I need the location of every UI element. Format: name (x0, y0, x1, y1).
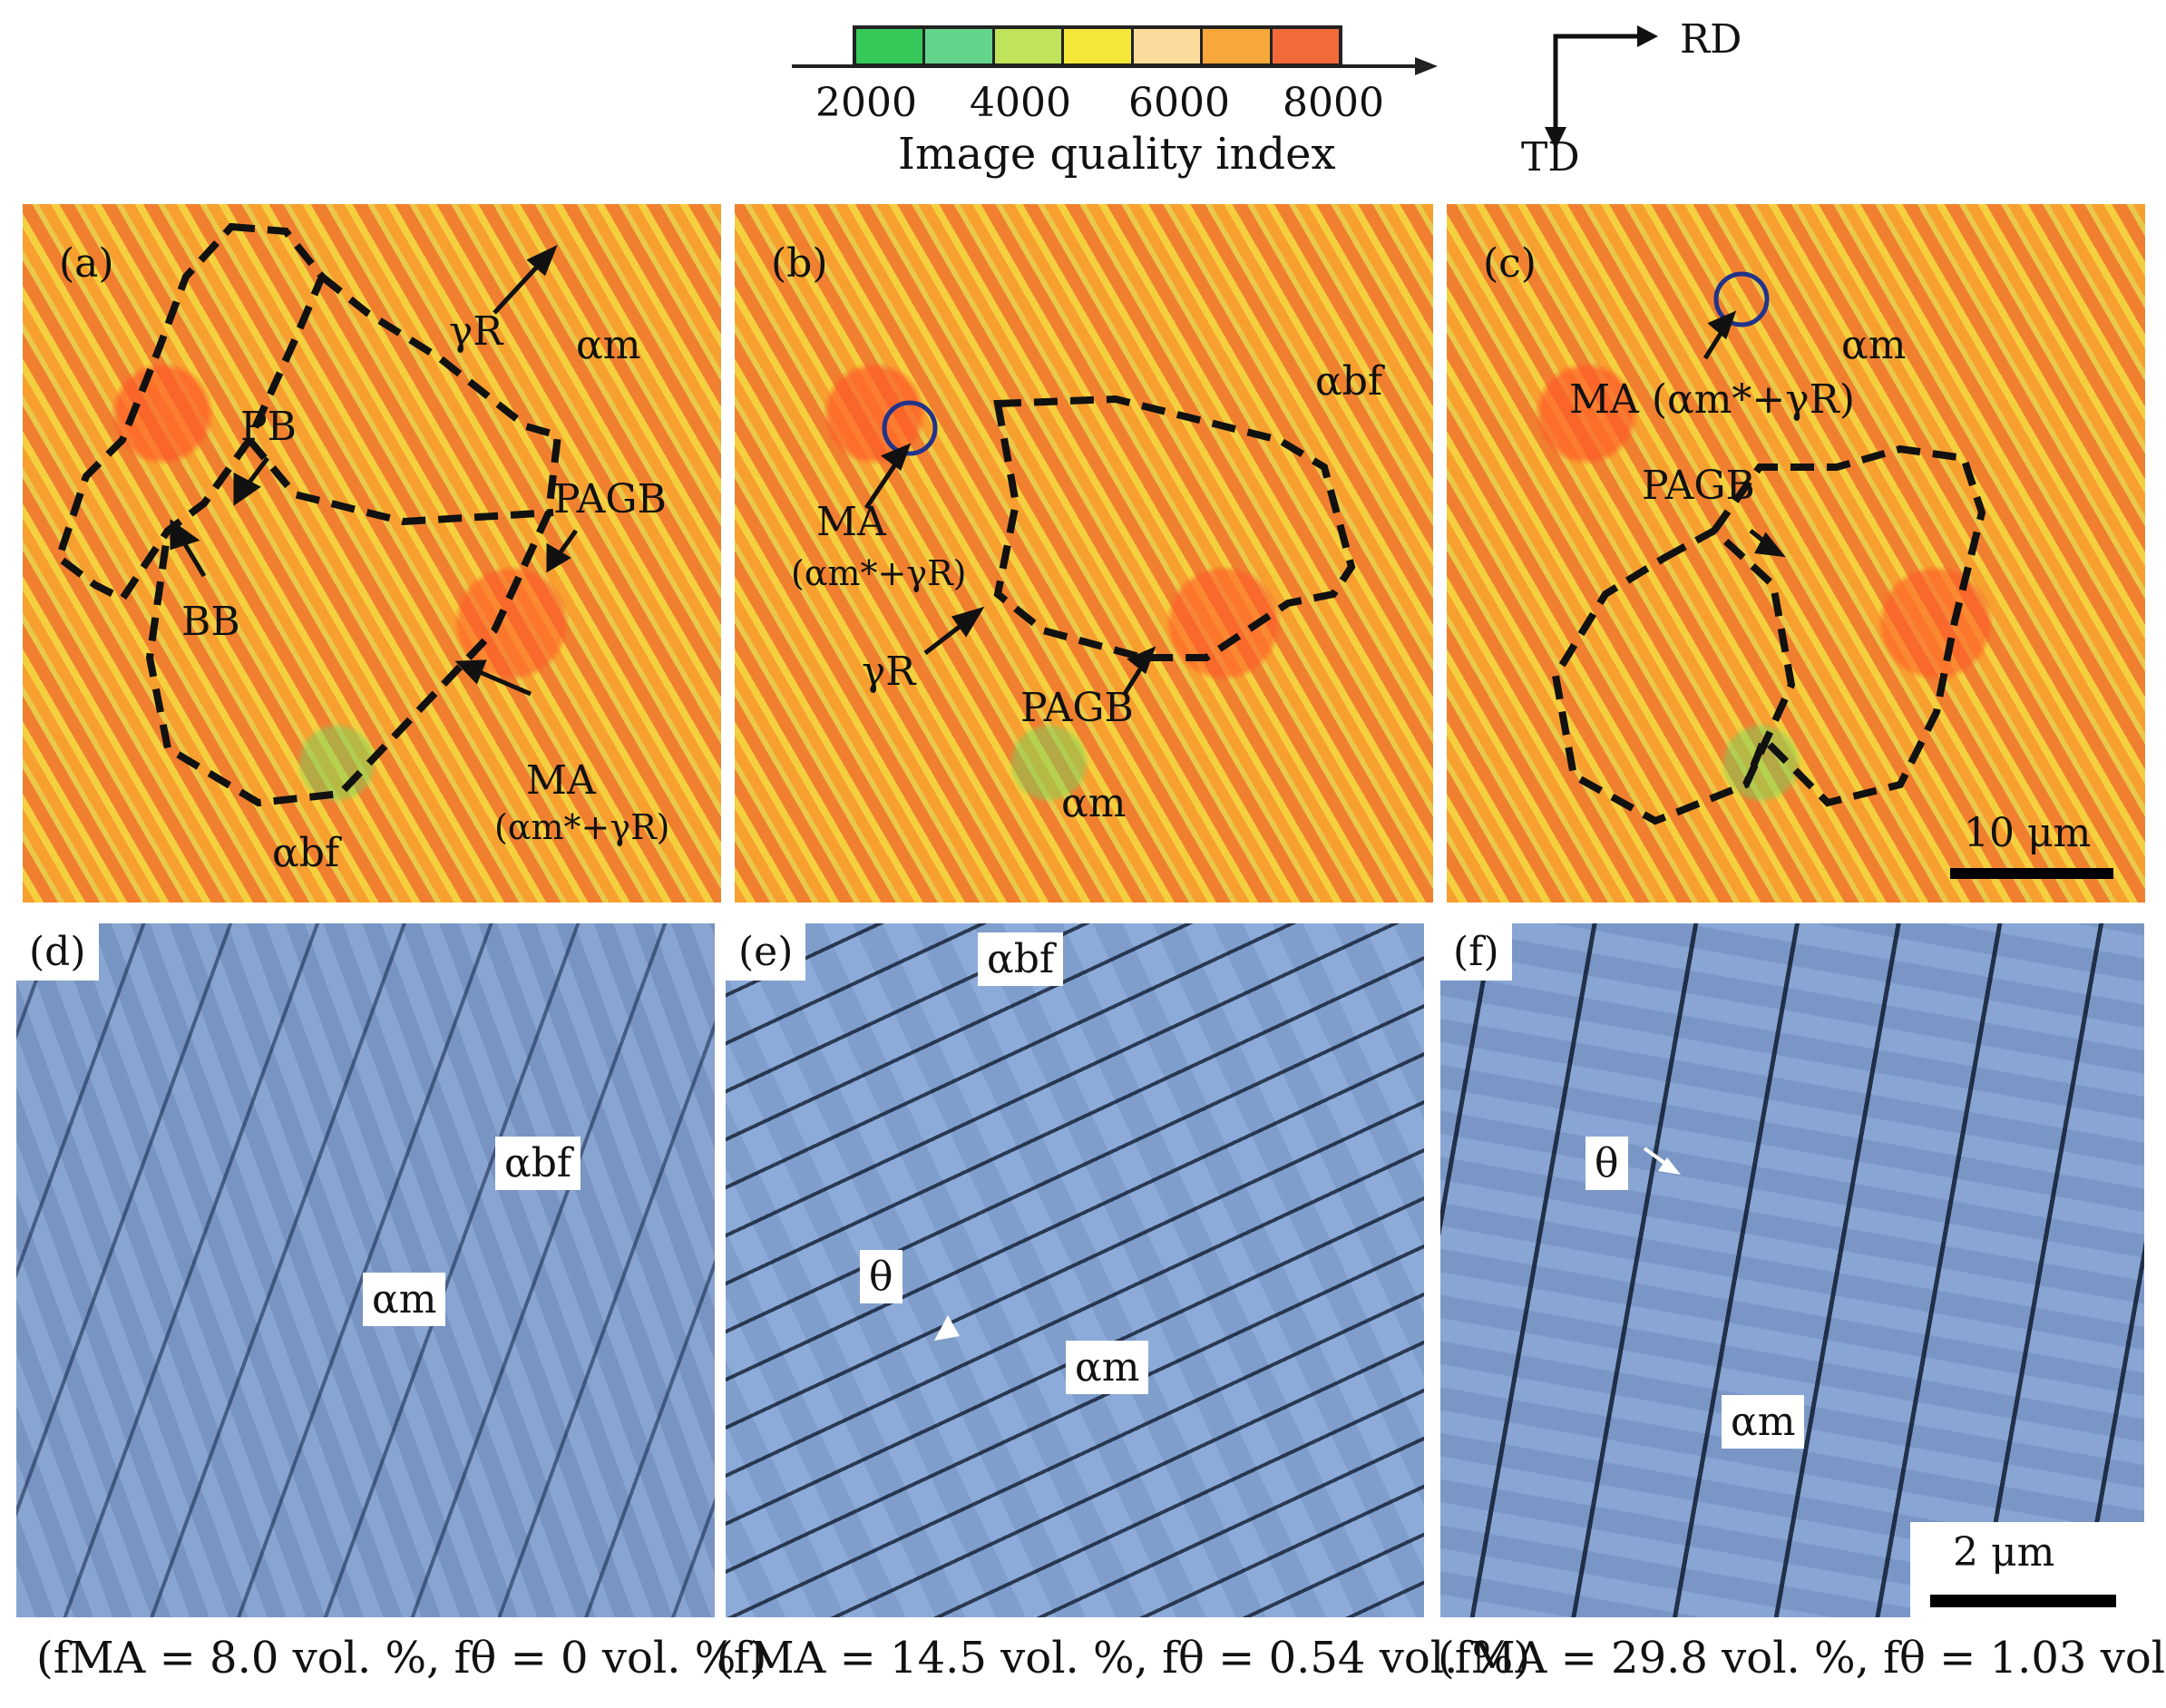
panel-b-gamma-r-label: γR (862, 649, 916, 695)
caption-panel-d: (fMA = 8.0 vol. %, fθ = 0 vol. % ) (36, 1633, 767, 1684)
panel-f-scalebar-label: 2 μm (1953, 1529, 2055, 1576)
panel-a-bb-label: BB (181, 599, 240, 645)
colorbar-segment-3 (994, 29, 1065, 63)
panel-a-ma-sub-label: (αm*+γR) (494, 807, 670, 847)
panel-b-letter: (b) (771, 240, 828, 287)
panel-b-pagb-label: PAGB (1020, 685, 1134, 731)
panel-f-letter: (f) (1440, 923, 1512, 981)
panel-a-alpha-m-label: αm (576, 322, 641, 368)
panel-c-pagb-label: PAGB (1642, 463, 1755, 509)
panel-f-tem-image: (f) θ αm 2 μm (1440, 923, 2144, 1617)
colorbar-tick-8000: 8000 (1283, 80, 1384, 126)
panel-a-letter: (a) (59, 240, 114, 287)
rd-label: RD (1680, 16, 1742, 63)
panel-a-ebsd-map: (a) γR αm PB PAGB BB MA (αm*+γR) αbf (23, 204, 721, 903)
panel-a-pb-label: PB (240, 404, 297, 450)
panel-c-boundaries (1551, 271, 1986, 825)
panel-b-ma-label: MA (816, 499, 886, 545)
panel-f-scalebar (1930, 1595, 2116, 1607)
panel-c-scalebar-label: 10 μm (1964, 810, 2092, 856)
panel-c-letter: (c) (1483, 240, 1537, 287)
td-label: TD (1521, 134, 1580, 181)
panel-e-arrow (934, 1315, 960, 1341)
panel-a-boundaries (54, 222, 579, 807)
colorbar-title: Image quality index (898, 129, 1336, 180)
panel-b-ebsd-map: (b) αbf MA (αm*+γR) γR PAGB αm (735, 204, 1433, 903)
colorbar-tick-4000: 4000 (970, 80, 1071, 126)
colorbar-segment-5 (1133, 29, 1204, 63)
panel-e-alpha-m-label: αm (1066, 1341, 1149, 1394)
colorbar-segment-7 (1272, 29, 1339, 63)
panel-b-alpha-m-label: αm (1061, 780, 1127, 826)
panel-e-alpha-bf-label: αbf (978, 932, 1064, 986)
panel-a-pagb-label: PAGB (553, 476, 667, 522)
colorbar-segment-1 (856, 29, 926, 63)
colorbar-tick-2000: 2000 (815, 80, 917, 126)
colorbar-segment-4 (1064, 29, 1134, 63)
panel-a-alpha-bf-label: αbf (272, 830, 340, 876)
panel-e-tem-image: (e) αbf θ αm (726, 923, 1424, 1617)
colorbar-segment-2 (925, 29, 995, 63)
panel-b-boundaries (863, 395, 1356, 696)
panel-f-alpha-m-label: αm (1722, 1395, 1805, 1449)
image-quality-colorbar (853, 25, 1342, 67)
panel-b-ma-sub-label: (αm*+γR) (791, 553, 967, 593)
panel-d-tem-image: (d) αbf αm (16, 923, 715, 1617)
panel-a-gamma-r-label: γR (449, 308, 503, 355)
caption-panel-f: (fMA = 29.8 vol. %, fθ = 1.03 vol. %) (1438, 1633, 2166, 1684)
colorbar-arrow (792, 57, 1438, 75)
panel-c-ebsd-map: (c) αm MA (αm*+γR) PAGB 10 μm (1447, 204, 2145, 903)
panel-d-alpha-m-label: αm (363, 1273, 446, 1326)
panel-c-scalebar (1950, 868, 2113, 879)
panel-d-letter: (d) (16, 923, 99, 981)
panel-b-alpha-bf-label: αbf (1315, 358, 1383, 405)
panel-f-theta-label: θ (1585, 1137, 1628, 1190)
colorbar-tick-6000: 6000 (1128, 80, 1230, 126)
panel-c-alpha-m-label: αm (1841, 322, 1907, 368)
rd-td-axes-icon (1545, 25, 1658, 150)
panel-c-ma-label: MA (αm*+γR) (1569, 376, 1855, 423)
panel-f-arrow (1643, 1147, 1681, 1175)
panel-e-theta-label: θ (860, 1250, 902, 1303)
caption-panel-e: (fMA = 14.5 vol. %, fθ = 0.54 vol. %) (717, 1633, 1530, 1684)
panel-d-alpha-bf-label: αbf (495, 1137, 581, 1190)
colorbar-segment-6 (1203, 29, 1273, 63)
panel-a-ma-label: MA (526, 757, 596, 804)
panel-e-letter: (e) (726, 923, 806, 981)
